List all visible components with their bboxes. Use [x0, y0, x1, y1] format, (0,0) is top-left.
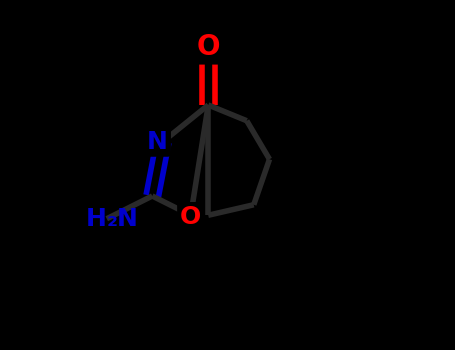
Text: H: H	[86, 207, 107, 231]
Text: O: O	[180, 205, 202, 229]
Text: ₂N: ₂N	[107, 207, 139, 231]
Text: N: N	[147, 130, 168, 154]
Text: O: O	[197, 33, 220, 61]
